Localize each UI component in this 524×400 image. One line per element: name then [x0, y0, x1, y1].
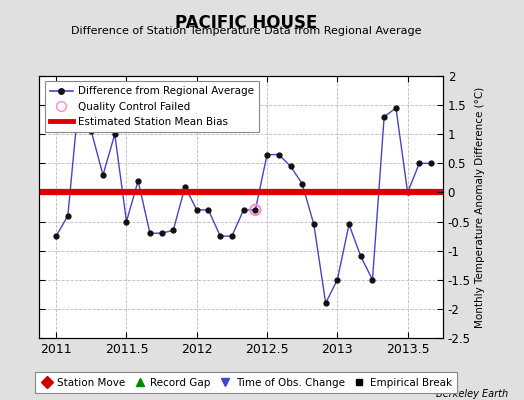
Text: PACIFIC HOUSE: PACIFIC HOUSE [175, 14, 318, 32]
Legend: Difference from Regional Average, Quality Control Failed, Estimated Station Mean: Difference from Regional Average, Qualit… [45, 81, 259, 132]
Text: Berkeley Earth: Berkeley Earth [436, 389, 508, 399]
Point [251, 207, 259, 213]
Text: Difference of Station Temperature Data from Regional Average: Difference of Station Temperature Data f… [71, 26, 421, 36]
Legend: Station Move, Record Gap, Time of Obs. Change, Empirical Break: Station Move, Record Gap, Time of Obs. C… [35, 372, 457, 393]
Y-axis label: Monthly Temperature Anomaly Difference (°C): Monthly Temperature Anomaly Difference (… [475, 86, 485, 328]
